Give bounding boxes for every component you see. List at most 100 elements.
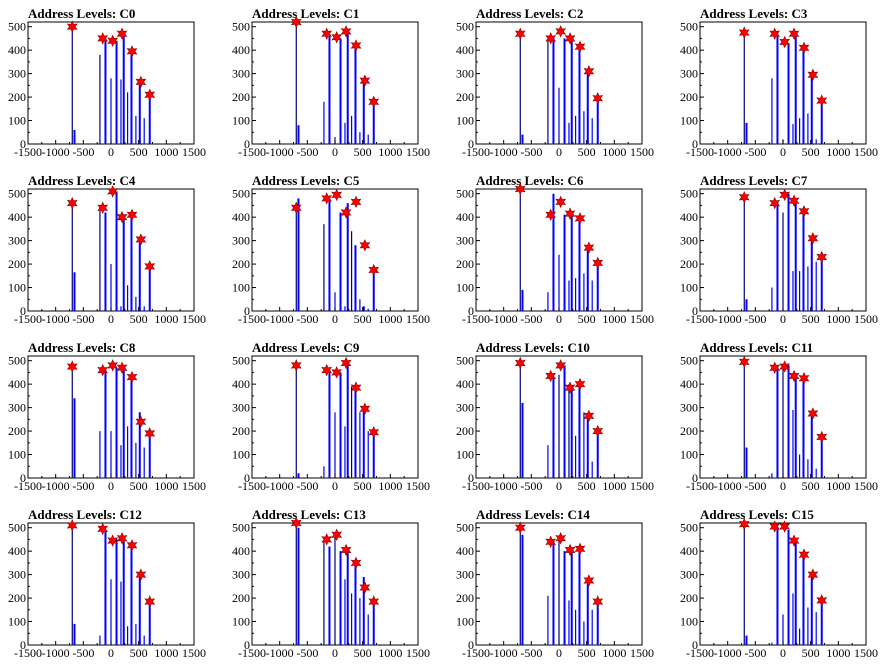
peak-star-marker — [769, 196, 781, 210]
y-tick-label: 300 — [232, 234, 250, 248]
x-tick-label: -1000 — [266, 312, 294, 326]
x-tick-label: -500 — [72, 646, 94, 660]
x-tick-label: 500 — [802, 145, 820, 159]
x-tick-label: -500 — [72, 145, 94, 159]
x-tick-label: 1500 — [854, 646, 878, 660]
x-tick-label: 500 — [130, 646, 148, 660]
panel-title: Address Levels: C0 — [28, 6, 135, 21]
x-tick-label: -1000 — [42, 479, 70, 493]
peak-star-marker — [66, 360, 78, 373]
panel-title: Address Levels: C10 — [476, 340, 590, 355]
peak-star-marker — [350, 195, 362, 209]
x-tick-label: 0 — [332, 312, 338, 326]
panel-title: Address Levels: C6 — [476, 173, 584, 188]
peak-star-marker — [116, 532, 128, 545]
peak-star-marker — [564, 543, 576, 557]
y-tick-label: 400 — [456, 544, 474, 558]
y-tick-label: 500 — [8, 354, 26, 368]
x-tick-label: 0 — [780, 646, 786, 660]
panel-1: Address Levels: C10100200300400500-1500-… — [232, 6, 430, 159]
peak-star-marker — [66, 196, 78, 210]
peak-star-marker — [592, 92, 604, 105]
x-tick-label: 500 — [802, 479, 820, 493]
peak-star-marker — [359, 74, 371, 87]
panel-title: Address Levels: C5 — [252, 173, 360, 188]
peak-star-marker — [340, 25, 352, 38]
y-tick-label: 100 — [232, 448, 250, 462]
peak-star-marker — [340, 206, 352, 219]
peak-star-marker — [564, 32, 576, 45]
y-tick-label: 400 — [8, 43, 26, 57]
peak-star-marker — [798, 548, 810, 561]
panel-2: Address Levels: C20100200300400500-1500-… — [456, 6, 654, 159]
peak-star-marker — [331, 528, 343, 541]
peak-star-marker — [97, 363, 109, 377]
peak-star-marker — [592, 424, 604, 438]
peak-star-marker — [545, 535, 557, 549]
panel-title: Address Levels: C14 — [476, 507, 590, 522]
peak-star-marker — [321, 363, 333, 377]
y-tick-label: 300 — [8, 67, 26, 81]
y-tick-label: 0 — [20, 471, 26, 485]
panel-13: Address Levels: C13 0 100 200 300 400 500 -1500… — [232, 507, 430, 660]
x-tick-label: 0 — [332, 479, 338, 493]
x-tick-label: 0 — [556, 479, 562, 493]
plot-frame — [251, 21, 419, 145]
peak-star-marker — [116, 210, 128, 224]
peak-star-marker — [359, 402, 371, 416]
y-tick-label: 500 — [8, 187, 26, 201]
y-tick-label: 100 — [456, 281, 474, 295]
peak-star-marker — [290, 359, 302, 372]
y-tick-label: 0 — [692, 304, 698, 318]
x-tick-label: 500 — [578, 646, 596, 660]
x-tick-label: -1000 — [714, 646, 742, 660]
y-tick-label: 300 — [680, 401, 698, 415]
peak-star-marker — [350, 39, 362, 52]
y-tick-label: 200 — [456, 257, 474, 271]
peak-star-marker — [779, 520, 791, 533]
peak-star-marker — [126, 208, 138, 222]
peak-star-marker — [107, 534, 119, 547]
y-tick-label: 0 — [692, 638, 698, 652]
y-tick-label: 200 — [456, 424, 474, 438]
panel-5: Address Levels: C50100200300400500-1500-… — [232, 173, 430, 326]
peak-star-marker — [321, 27, 333, 40]
y-tick-label: 0 — [244, 638, 250, 652]
y-tick-label: 300 — [680, 234, 698, 248]
y-tick-label: 0 — [692, 471, 698, 485]
y-tick-label: 100 — [456, 615, 474, 629]
x-tick-label: -500 — [72, 312, 94, 326]
panel-14: Address Levels: C14 0 100 200 300 400 500 -1500… — [456, 507, 654, 660]
peak-star-marker — [574, 212, 586, 225]
x-tick-label: 500 — [354, 479, 372, 493]
y-tick-label: 0 — [468, 304, 474, 318]
y-tick-label: 300 — [456, 67, 474, 81]
y-tick-label: 400 — [456, 210, 474, 224]
y-tick-label: 100 — [680, 448, 698, 462]
y-tick-label: 200 — [456, 591, 474, 605]
x-tick-label: -500 — [296, 646, 318, 660]
peak-star-marker — [135, 415, 147, 428]
peak-star-marker — [738, 355, 750, 369]
x-tick-label: 1500 — [630, 312, 654, 326]
peak-star-marker — [564, 381, 576, 394]
x-tick-label: -1000 — [266, 145, 294, 159]
peak-star-marker — [816, 94, 828, 107]
peak-star-marker — [769, 361, 781, 374]
x-tick-label: -1500 — [238, 312, 266, 326]
peak-star-marker — [592, 595, 604, 608]
panel-title: Address Levels: C11 — [700, 340, 813, 355]
peak-star-marker — [545, 369, 557, 383]
y-tick-label: 500 — [680, 354, 698, 368]
x-tick-label: 500 — [802, 312, 820, 326]
y-tick-label: 300 — [232, 401, 250, 415]
peak-star-marker — [738, 26, 750, 39]
peak-star-marker — [126, 539, 138, 552]
y-tick-label: 300 — [456, 568, 474, 582]
peak-star-marker — [359, 581, 371, 594]
x-tick-label: 0 — [108, 145, 114, 159]
y-tick-label: 200 — [680, 90, 698, 104]
x-tick-label: -500 — [744, 646, 766, 660]
peak-star-marker — [290, 516, 302, 530]
y-tick-label: 100 — [8, 615, 26, 629]
